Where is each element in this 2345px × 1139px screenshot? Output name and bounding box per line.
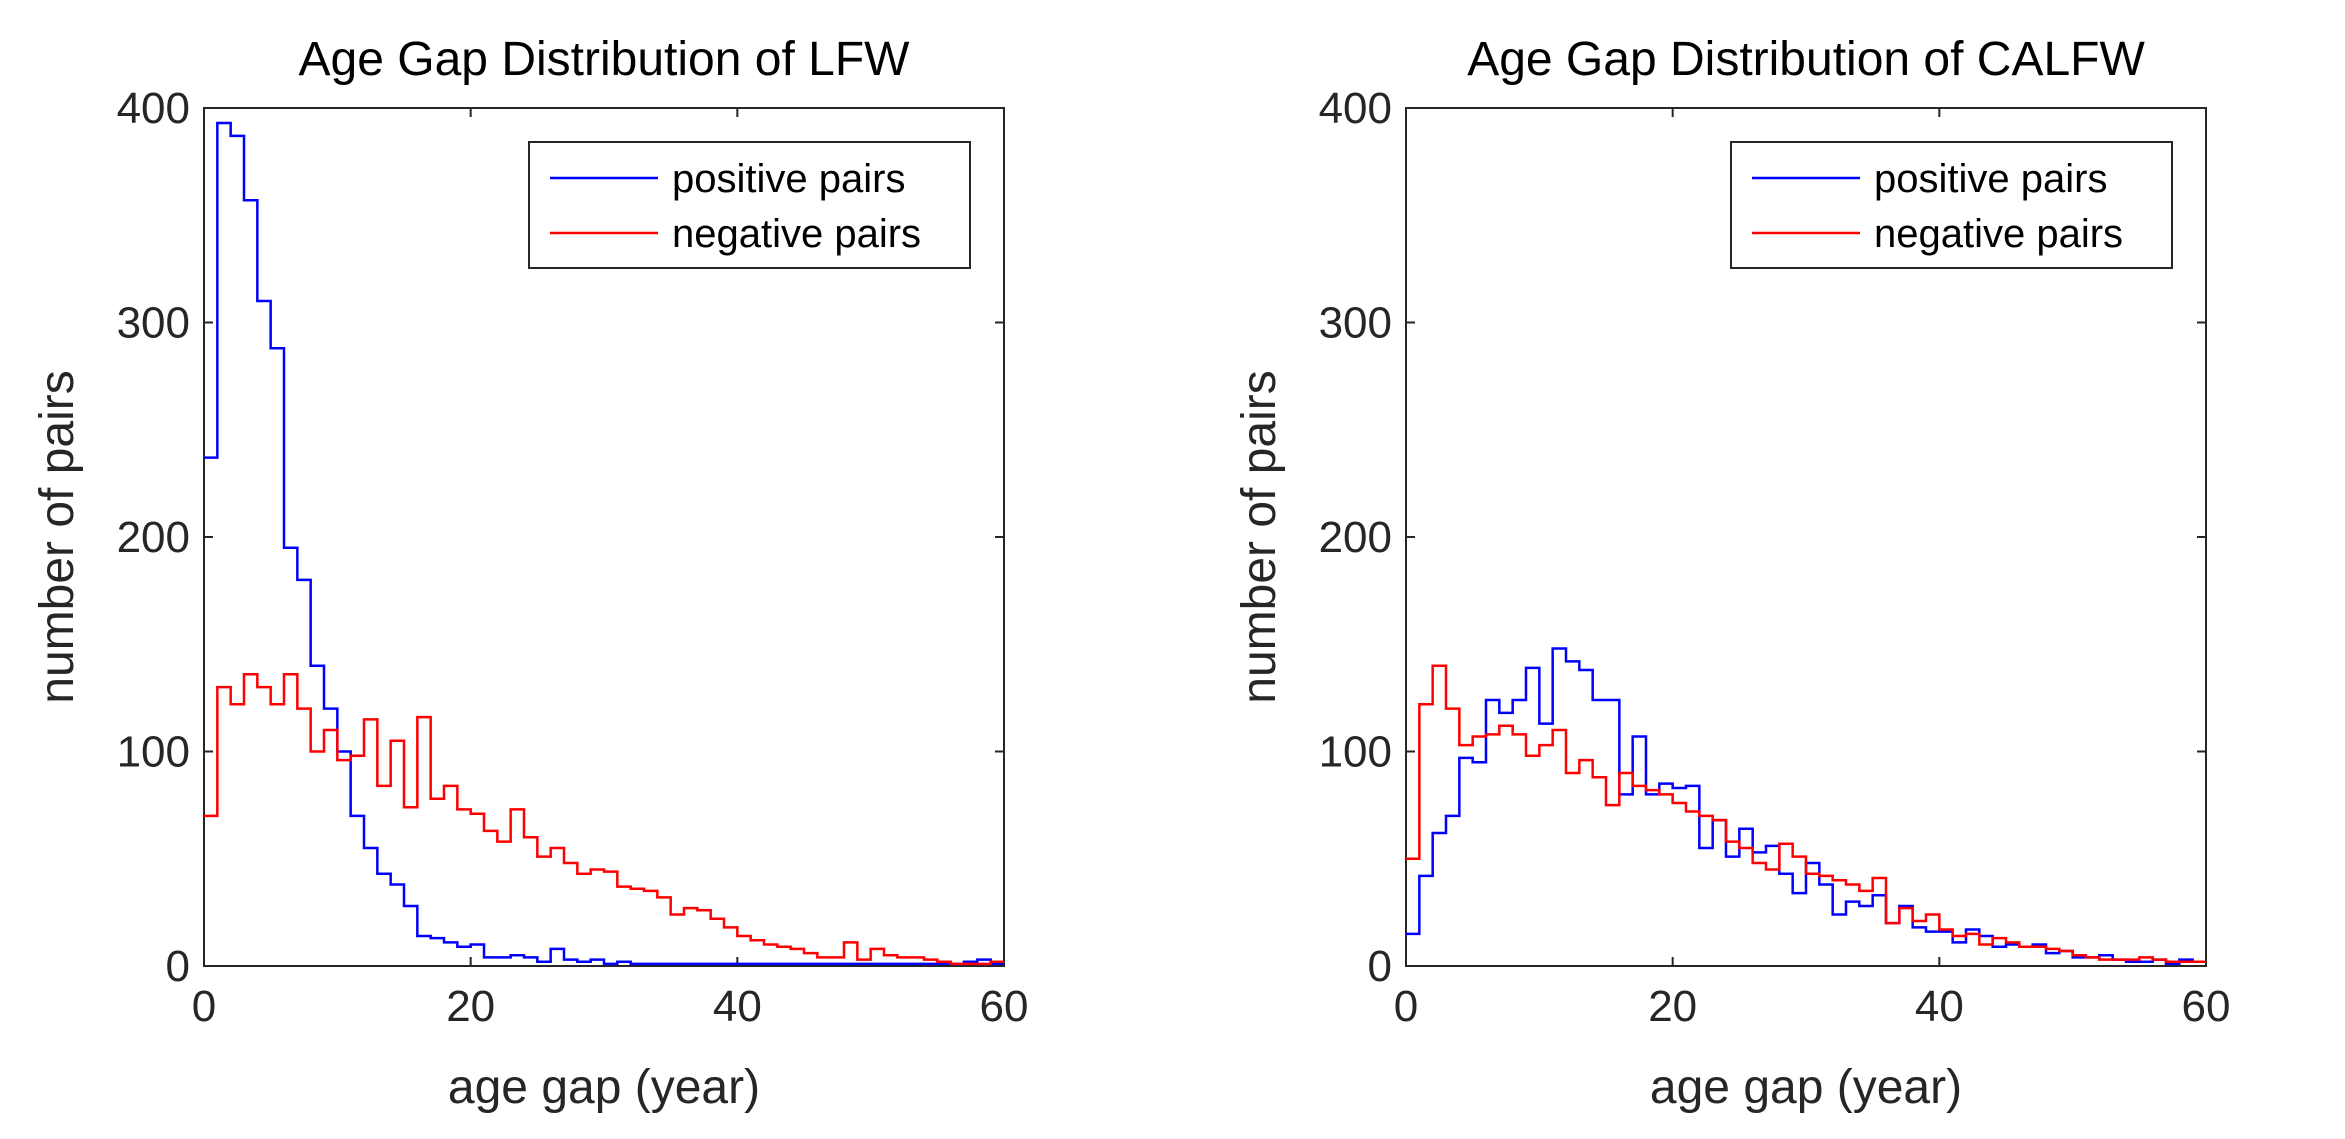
calfw-y-tick-label: 0	[1368, 942, 1392, 991]
lfw-y-tick-label: 0	[166, 942, 190, 991]
lfw-series-positive-pairs	[204, 121, 1004, 966]
lfw-chart-title: Age Gap Distribution of LFW	[299, 33, 911, 86]
calfw-axis-ticks	[1405, 107, 2207, 967]
calfw-series-positive-pairs	[1406, 647, 2206, 966]
calfw-x-tick-label: 0	[1394, 982, 1418, 1031]
lfw-x-tick-label: 20	[446, 982, 495, 1031]
lfw-x-tick-label: 0	[192, 982, 216, 1031]
lfw-chart: Age Gap Distribution of LFW 0 20 40 60 0 100 2…	[31, 33, 1028, 1114]
calfw-tick-labels: 0 20 40 60 0 100 200 300 400	[1319, 84, 2231, 1031]
lfw-legend-label-positive: positive pairs	[672, 157, 905, 201]
calfw-x-tick-label: 40	[1915, 982, 1964, 1031]
calfw-x-tick-label: 60	[2182, 982, 2231, 1031]
calfw-x-axis-label: age gap (year)	[1650, 1061, 1962, 1114]
lfw-x-tick-label: 40	[713, 982, 762, 1031]
calfw-chart-title: Age Gap Distribution of CALFW	[1467, 33, 2145, 86]
calfw-y-tick-label: 200	[1319, 513, 1392, 562]
calfw-x-tick-label: 20	[1648, 982, 1697, 1031]
calfw-legend-box	[1730, 141, 2173, 269]
calfw-legend-label-positive: positive pairs	[1874, 157, 2107, 201]
lfw-x-tick-label: 60	[980, 982, 1029, 1031]
lfw-y-tick-label: 200	[117, 513, 190, 562]
lfw-axis-ticks	[203, 107, 1005, 967]
lfw-y-tick-label: 100	[117, 728, 190, 777]
calfw-series-group	[1406, 647, 2206, 966]
lfw-series-negative-pairs	[204, 673, 1004, 966]
lfw-y-tick-label: 400	[117, 84, 190, 133]
lfw-y-axis-label: number of pairs	[31, 370, 84, 704]
calfw-chart: Age Gap Distribution of CALFW 0 20 40 60 0 10…	[1233, 33, 2230, 1114]
lfw-legend-box	[528, 141, 971, 269]
lfw-tick-labels: 0 20 40 60 0 100 200 300 400	[117, 84, 1029, 1031]
lfw-x-axis-label: age gap (year)	[448, 1061, 760, 1114]
calfw-y-axis-label: number of pairs	[1233, 370, 1286, 704]
calfw-legend-label-negative: negative pairs	[1874, 212, 2123, 256]
calfw-y-tick-label: 100	[1319, 728, 1392, 777]
calfw-y-tick-label: 400	[1319, 84, 1392, 133]
calfw-series-negative-pairs	[1406, 664, 2206, 963]
calfw-legend: positive pairs negative pairs	[1730, 141, 2173, 269]
lfw-series-group	[204, 121, 1004, 966]
lfw-legend-label-negative: negative pairs	[672, 212, 921, 256]
calfw-y-tick-label: 300	[1319, 299, 1392, 348]
lfw-y-tick-label: 300	[117, 299, 190, 348]
lfw-legend: positive pairs negative pairs	[528, 141, 971, 269]
